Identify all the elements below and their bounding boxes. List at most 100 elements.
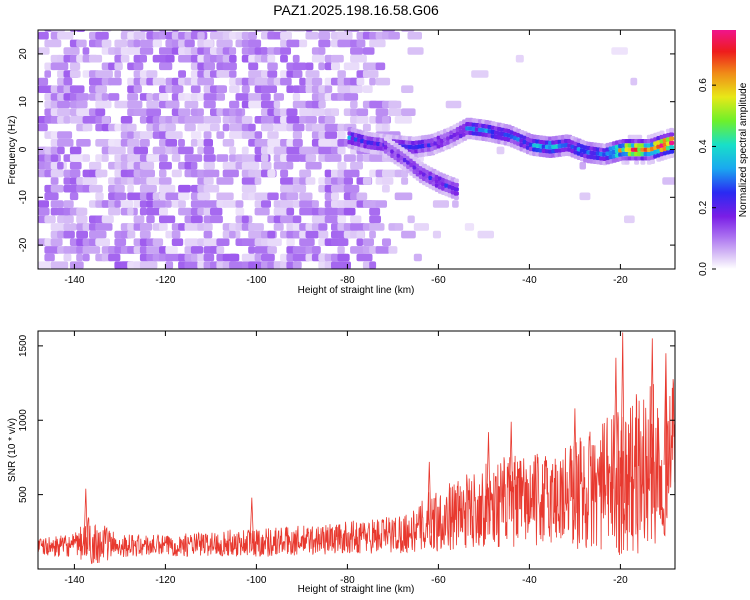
heatmap-cell [305, 62, 314, 71]
heatmap-cell [356, 192, 368, 201]
heatmap-cell [44, 192, 59, 201]
heatmap-cell [229, 131, 245, 139]
heatmap-cell [413, 223, 429, 231]
heatmap-cell [133, 200, 142, 208]
heatmap-cell [203, 131, 212, 139]
heatmap-cell [76, 215, 88, 224]
heatmap-cell [362, 47, 375, 55]
heatmap-cell [114, 192, 127, 201]
heatmap-cell [241, 184, 257, 193]
heatmap-cell [248, 62, 259, 71]
heatmap-cell [669, 145, 675, 150]
heatmap-cell [267, 169, 276, 178]
heatmap-cell [241, 154, 257, 162]
heatmap-cell [165, 123, 176, 132]
heatmap-cell [95, 169, 108, 178]
heatmap-cell [337, 77, 345, 86]
heatmap-cell [356, 116, 369, 124]
heatmap-cell [146, 177, 162, 185]
heatmap-cell [337, 31, 353, 40]
heatmap-cell [241, 131, 257, 139]
heatmap-cell [127, 207, 134, 216]
heatmap-cell [669, 140, 675, 146]
heatmap-cell [229, 77, 237, 86]
heatmap-cell [76, 177, 84, 185]
heatmap-cell [362, 30, 370, 32]
heatmap-cell [337, 253, 350, 262]
heatmap-cell [101, 154, 109, 162]
heatmap-cell [375, 108, 389, 116]
heatmap-cell [50, 154, 59, 162]
heatmap-cell [38, 207, 50, 216]
heatmap-cell [184, 261, 199, 269]
heatmap-cell [146, 200, 154, 208]
heatmap-cell [146, 246, 162, 254]
heatmap-cell [248, 77, 257, 86]
heatmap-cell [229, 146, 236, 155]
heatmap-cell [261, 154, 269, 162]
heatmap-cell [95, 70, 113, 78]
heatmap-cell [165, 100, 180, 109]
heatmap-cell [63, 230, 75, 239]
heatmap-cell [267, 62, 278, 71]
heatmap-cell [362, 85, 373, 93]
heatmap-cell [579, 161, 586, 170]
heatmap-cell [108, 253, 121, 262]
heatmap-cell [159, 223, 168, 231]
heatmap-cell [82, 154, 90, 162]
heatmap-cell [286, 154, 301, 162]
heatmap-cell [229, 230, 236, 239]
heatmap-cell [229, 100, 240, 109]
heatmap-cell [311, 246, 321, 254]
spectrogram-xlabel: Height of straight line (km) [298, 285, 415, 296]
heatmap-cell [152, 54, 170, 63]
heatmap-cell [152, 146, 166, 155]
heatmap-cell [159, 207, 168, 216]
heatmap-cell [190, 139, 198, 147]
heatmap-cell [203, 177, 214, 185]
heatmap-cell [159, 184, 176, 193]
heatmap-cell [139, 223, 153, 231]
heatmap-cell [76, 93, 89, 101]
heatmap-cell [229, 253, 238, 262]
heatmap-cell [248, 100, 264, 109]
spectrogram-x-tick-label: -100 [246, 275, 266, 286]
heatmap-cell [184, 238, 199, 246]
heatmap-cell [662, 177, 675, 185]
spectrogram-x-tick-label: -140 [64, 275, 84, 286]
heatmap-cell [165, 200, 172, 208]
heatmap-cell [324, 154, 342, 162]
colorbar-tick-label: 0.4 [698, 139, 709, 153]
heatmap-cell [69, 169, 81, 178]
heatmap-cell [190, 131, 202, 139]
spectrogram-y-ticks: -20 -10 0 10 20 [18, 48, 675, 252]
heatmap-cell [261, 70, 269, 78]
heatmap-cell [318, 223, 328, 231]
heatmap-cell [146, 215, 155, 224]
heatmap-cell [356, 253, 373, 262]
heatmap-cell [108, 77, 122, 86]
colorbar-tick-label: 0.6 [698, 78, 709, 92]
heatmap-cell [286, 116, 300, 124]
heatmap-cell [159, 177, 172, 185]
heatmap-cell [82, 177, 98, 185]
heatmap-cell [50, 169, 64, 178]
heatmap-cell [241, 177, 259, 185]
heatmap-cell [139, 246, 148, 254]
heatmap-cell [139, 139, 150, 147]
heatmap-cell [324, 169, 332, 178]
heatmap-cell [388, 246, 398, 254]
heatmap-cell [210, 31, 225, 40]
heatmap-cell [159, 246, 167, 254]
heatmap-cell [343, 207, 356, 216]
heatmap-cell [350, 223, 366, 231]
heatmap-cell [337, 123, 346, 132]
heatmap-cell [235, 108, 242, 116]
heatmap-cell [127, 131, 135, 139]
heatmap-cell [114, 62, 123, 71]
heatmap-cell [261, 253, 275, 262]
snr-panel: -140 -120 -100 -80 -60 -40 -20 500 1000 1500 Hei… [7, 330, 676, 595]
heatmap-cell [369, 261, 377, 269]
heatmap-cell [165, 261, 174, 269]
heatmap-cell [184, 223, 201, 231]
